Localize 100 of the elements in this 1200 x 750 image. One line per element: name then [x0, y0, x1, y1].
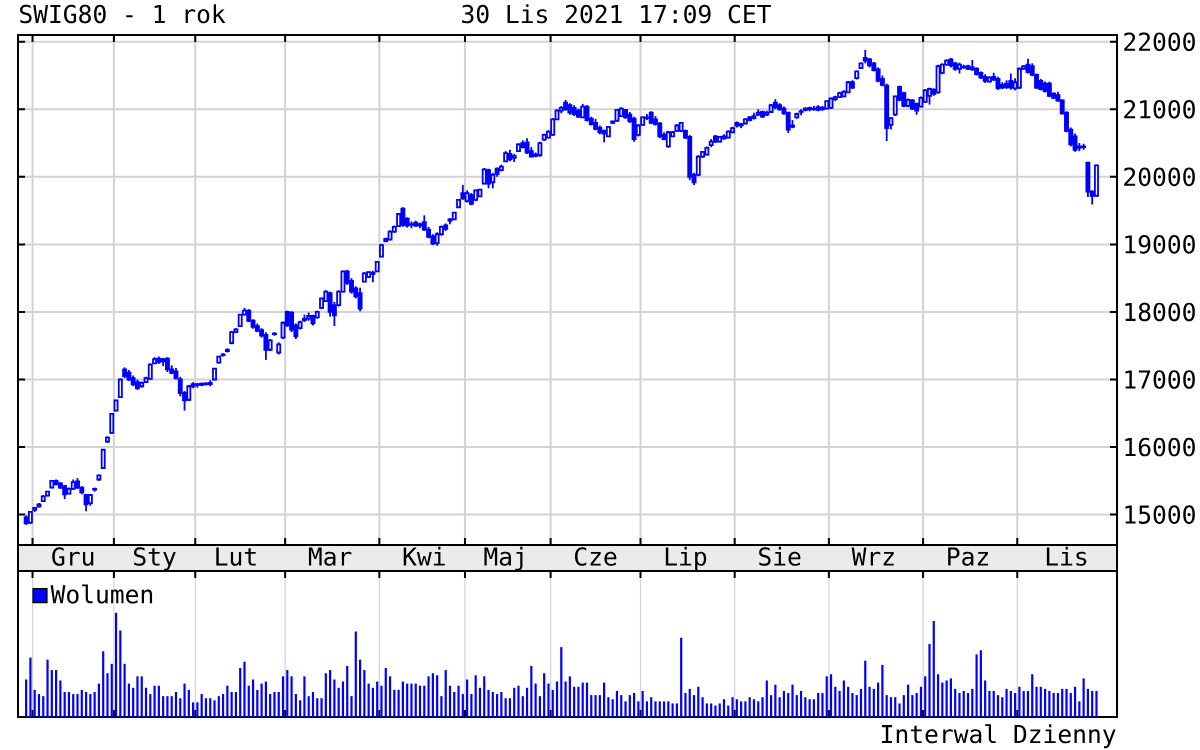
bar: [573, 686, 576, 717]
bar: [872, 688, 875, 717]
bar: [423, 685, 426, 717]
bar: [358, 659, 362, 717]
bar: [718, 703, 721, 717]
bar: [273, 691, 276, 717]
candlestick: [400, 206, 406, 228]
x-tick-label: Sie: [759, 546, 801, 566]
bar: [658, 701, 661, 717]
x-tick-label: Mar: [308, 547, 352, 566]
bar: [902, 695, 905, 717]
bar: [1009, 690, 1012, 717]
bar: [37, 694, 41, 717]
bar: [988, 690, 991, 717]
bar: [590, 695, 593, 717]
bar: [607, 697, 610, 717]
bar: [671, 703, 674, 717]
candlestick: [263, 331, 269, 361]
bar: [534, 683, 537, 717]
bar: [1014, 693, 1017, 717]
bar: [782, 690, 786, 717]
bar: [341, 681, 345, 717]
bar: [971, 688, 974, 717]
bar: [722, 699, 726, 717]
bar: [192, 702, 195, 717]
bar: [401, 681, 404, 717]
bar: [504, 698, 507, 717]
y-tick-label: 16000: [1125, 437, 1195, 457]
bar: [33, 689, 36, 717]
bar: [153, 685, 156, 717]
bar: [1048, 690, 1051, 717]
bar: [89, 694, 92, 717]
bar: [123, 663, 126, 717]
bar: [226, 685, 229, 717]
bar: [787, 693, 790, 717]
bar: [598, 695, 601, 717]
bar: [765, 680, 768, 717]
bar: [774, 684, 777, 717]
bar: [543, 673, 546, 717]
candlestick: [357, 286, 363, 313]
chart-title: SWIG80 - 1 rok: [20, 4, 226, 24]
bar: [834, 686, 837, 717]
bar: [311, 691, 315, 717]
bar: [93, 691, 96, 717]
y-tick-label: 22000: [1124, 32, 1195, 52]
bar: [778, 697, 781, 717]
bar: [628, 695, 631, 717]
bar: [847, 686, 850, 717]
bar: [418, 685, 422, 717]
bar: [46, 659, 49, 717]
bar: [221, 694, 225, 717]
bar: [277, 691, 280, 717]
bar: [1018, 686, 1021, 717]
bar: [752, 699, 756, 717]
bar: [63, 691, 66, 717]
x-tick-label: Lis: [1046, 546, 1087, 566]
bar: [1001, 697, 1004, 717]
bar: [204, 698, 208, 717]
bar: [829, 674, 833, 717]
bar: [662, 701, 666, 717]
bar: [25, 679, 28, 717]
bar: [67, 691, 71, 717]
bar: [431, 673, 434, 717]
bar: [615, 690, 619, 717]
bar: [761, 697, 764, 717]
bar: [50, 670, 53, 717]
bar: [410, 683, 413, 717]
bar: [710, 703, 713, 717]
bar: [29, 657, 32, 717]
bar: [1095, 690, 1098, 717]
bar: [491, 691, 494, 717]
bar: [42, 696, 45, 717]
bar: [440, 696, 443, 717]
bar: [1078, 701, 1081, 717]
bar: [731, 697, 734, 717]
bar: [894, 697, 897, 717]
bar: [84, 691, 88, 717]
bar: [564, 681, 567, 717]
bar: [825, 676, 828, 717]
bar: [119, 630, 122, 717]
bar: [114, 612, 118, 717]
bar: [127, 683, 130, 717]
bar: [474, 675, 477, 717]
bar: [303, 676, 306, 717]
bar: [864, 660, 867, 717]
bar: [183, 683, 186, 717]
bar: [620, 695, 623, 717]
bar: [911, 695, 914, 717]
bar: [251, 679, 255, 717]
bar: [363, 670, 366, 717]
bar: [478, 687, 482, 717]
bar: [577, 686, 580, 717]
bar: [525, 687, 529, 717]
bar: [675, 703, 678, 717]
x-tick-label: Lip: [665, 546, 707, 571]
candlestick: [109, 412, 115, 435]
y-tick-label: 17000: [1125, 370, 1195, 389]
bar: [979, 650, 982, 717]
bar: [898, 703, 901, 717]
y-tick-label: 21000: [1124, 100, 1195, 119]
